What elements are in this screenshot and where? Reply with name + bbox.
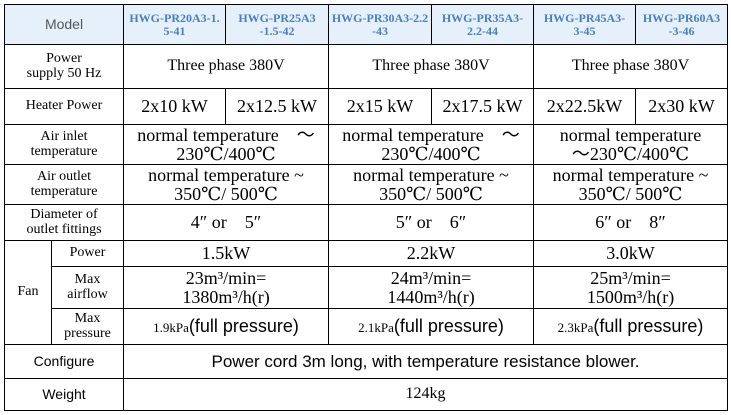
fan-airflow-value: 23m³/min= 1380m³/h(r) bbox=[123, 266, 330, 309]
heater-power-value: 2x10 kW bbox=[123, 88, 227, 125]
fan-airflow-value: 25m³/min= 1500m³/h(r) bbox=[533, 266, 729, 309]
air-outlet-row: Air outlet temperature normal temperature… bbox=[3, 164, 729, 205]
fan-airflow-row: Max airflow 23m³/min= 1380m³/h(r) 24m³/min… bbox=[5, 266, 729, 309]
model-cell: HWG-PR60A3 -3-46 bbox=[635, 4, 729, 45]
heater-power-value: 2x30 kW bbox=[635, 88, 729, 125]
weight-row: Weight 124kg bbox=[3, 378, 729, 411]
heater-power-value: 2x22.5kW bbox=[533, 88, 637, 125]
outlet-diameter-label: Diameter of outlet fittings bbox=[3, 204, 125, 241]
fan-pressure-label: Max pressure bbox=[50, 308, 125, 345]
outlet-diameter-value: 6″ or 8″ bbox=[533, 204, 729, 241]
air-outlet-value: normal temperature ~350℃/ 500℃ bbox=[123, 164, 330, 205]
air-inlet-row: Air inlet temperature normal temperature … bbox=[3, 124, 729, 165]
power-supply-value: Three phase 380V bbox=[328, 44, 535, 89]
fan-power-row: Fan Power 1.5kW 2.2kW 3.0kW bbox=[4, 240, 729, 345]
weight-label: Weight bbox=[3, 378, 125, 411]
configure-label: Configure bbox=[3, 344, 125, 379]
fan-power-value: 3.0kW bbox=[533, 240, 729, 267]
heater-power-value: 2x12.5 kW bbox=[225, 88, 330, 125]
fan-pressure-row: Max pressure 1.9kPa(full pressure) 2.1kPa… bbox=[5, 308, 729, 345]
fan-pressure-value: 1.9kPa(full pressure) bbox=[123, 308, 330, 345]
air-inlet-value: normal temperature ～230℃/400℃ bbox=[533, 124, 729, 165]
fan-pressure-value: 2.3kPa(full pressure) bbox=[533, 308, 729, 345]
fan-power-value: 2.2kW bbox=[328, 240, 535, 267]
heater-power-value: 2x15 kW bbox=[328, 88, 433, 125]
fan-airflow-value: 24m³/min= 1440m³/h(r) bbox=[328, 266, 535, 309]
weight-value: 124kg bbox=[123, 378, 729, 411]
configure-value: Power cord 3m long, with temperature res… bbox=[123, 344, 729, 379]
fan-pressure-value: 2.1kPa(full pressure) bbox=[328, 308, 535, 345]
power-supply-value: Three phase 380V bbox=[123, 44, 330, 89]
spec-table: Model HWG-PR20A3-1. 5-41 HWG-PR25A3 -1.5-4… bbox=[3, 4, 729, 411]
model-cell: HWG-PR30A3-2.2 -43 bbox=[328, 4, 433, 45]
air-inlet-label: Air inlet temperature bbox=[3, 124, 125, 165]
heater-power-row: Heater Power 2x10 kW 2x12.5 kW 2x15 kW 2… bbox=[3, 88, 729, 125]
air-outlet-label: Air outlet temperature bbox=[3, 164, 125, 205]
outlet-diameter-value: 5″ or 6″ bbox=[328, 204, 535, 241]
air-outlet-value: normal temperature ~350℃/ 500℃ bbox=[328, 164, 535, 205]
fan-power-label: Power bbox=[50, 240, 125, 267]
power-supply-row: Power supply 50 Hz Three phase 380V Three… bbox=[3, 44, 729, 89]
model-cell: HWG-PR35A3- 2.2-44 bbox=[431, 4, 535, 45]
heater-power-label: Heater Power bbox=[3, 88, 125, 125]
outlet-diameter-value: 4″ or 5″ bbox=[123, 204, 330, 241]
air-inlet-value: normal temperature ～ 230℃/400℃ bbox=[123, 124, 330, 165]
model-label: Model bbox=[3, 4, 125, 45]
heater-power-value: 2x17.5 kW bbox=[431, 88, 535, 125]
model-cell: HWG-PR20A3-1. 5-41 bbox=[123, 4, 227, 45]
power-supply-label: Power supply 50 Hz bbox=[3, 44, 125, 89]
air-outlet-value: normal temperature ~350℃/ 500℃ bbox=[533, 164, 729, 205]
fan-label: Fan bbox=[4, 240, 52, 345]
air-inlet-value: normal temperature ～ 230℃/400℃ bbox=[328, 124, 535, 165]
fan-airflow-label: Max airflow bbox=[50, 266, 125, 309]
model-cell: HWG-PR25A3 -1.5-42 bbox=[225, 4, 330, 45]
configure-row: Configure Power cord 3m long, with tempe… bbox=[3, 344, 729, 379]
outlet-diameter-row: Diameter of outlet fittings 4″ or 5″ 5″ o… bbox=[3, 204, 729, 241]
model-cell: HWG-PR45A3- 3-45 bbox=[533, 4, 637, 45]
power-supply-value: Three phase 380V bbox=[533, 44, 729, 89]
model-row: Model HWG-PR20A3-1. 5-41 HWG-PR25A3 -1.5-4… bbox=[3, 4, 729, 45]
fan-power-value: 1.5kW bbox=[123, 240, 330, 267]
